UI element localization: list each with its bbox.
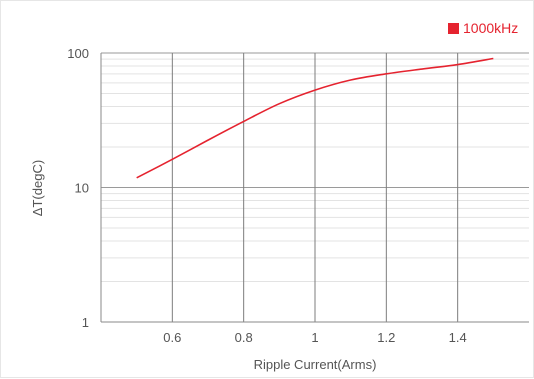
- x-tick-label: 1.4: [449, 330, 467, 345]
- x-tick-label: 0.6: [163, 330, 181, 345]
- major-gridlines: [101, 52, 529, 322]
- x-axis-label: Ripple Current(Arms): [254, 357, 377, 372]
- tick-labels: 1 10 100 0.6 0.8 1 1.2 1.4: [67, 46, 466, 345]
- y-tick-label: 1: [82, 315, 89, 330]
- x-tick-label: 1.2: [377, 330, 395, 345]
- legend-swatch: [448, 23, 459, 34]
- series-line[interactable]: [136, 57, 494, 179]
- y-tick-label: 10: [75, 181, 89, 196]
- series-layer: [136, 57, 494, 179]
- legend[interactable]: 1000kHz: [448, 20, 518, 36]
- x-tick-label: 1: [311, 330, 318, 345]
- y-axis-label: ΔT(degC): [30, 160, 45, 216]
- axes: [100, 53, 529, 323]
- x-tick-label: 0.8: [235, 330, 253, 345]
- y-tick-label: 100: [67, 46, 89, 61]
- legend-label: 1000kHz: [463, 20, 518, 36]
